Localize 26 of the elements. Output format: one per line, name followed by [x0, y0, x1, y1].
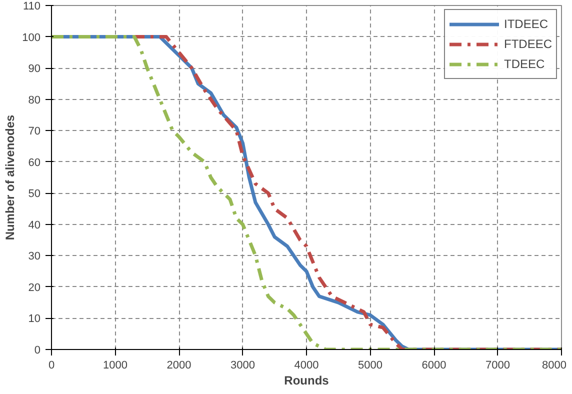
- y-tick-label: 110: [22, 0, 41, 12]
- y-axis-title: Number of alivenodes: [3, 114, 18, 240]
- x-tick-label: 3000: [230, 360, 255, 372]
- legend-label: TDEEC: [504, 57, 545, 71]
- x-tick-label: 8000: [542, 360, 567, 372]
- x-tick-label: 7000: [486, 360, 510, 372]
- y-tick-label: 70: [28, 126, 41, 138]
- y-tick-label: 40: [28, 219, 41, 232]
- x-tick-label: 5000: [358, 360, 382, 372]
- legend-label: ITDEEC: [504, 17, 548, 31]
- x-tick-label: 4000: [294, 360, 319, 372]
- y-tick-label: 100: [22, 32, 41, 44]
- y-tick-label: 0: [34, 344, 41, 356]
- y-tick-label: 60: [28, 156, 41, 169]
- y-tick-label: 10: [28, 313, 41, 326]
- x-tick-label: 0: [48, 360, 55, 372]
- y-tick-label: 90: [28, 63, 41, 76]
- y-tick-label: 20: [28, 282, 41, 294]
- y-tick-label: 30: [28, 250, 41, 263]
- y-tick-label: 80: [28, 94, 41, 106]
- x-tick-label: 6000: [422, 360, 446, 372]
- legend-label: FTDEEC: [504, 37, 552, 51]
- x-axis-title: Rounds: [284, 374, 330, 388]
- y-tick-label: 50: [28, 188, 41, 200]
- x-tick-label: 2000: [166, 360, 192, 372]
- x-tick-label: 1000: [103, 360, 128, 372]
